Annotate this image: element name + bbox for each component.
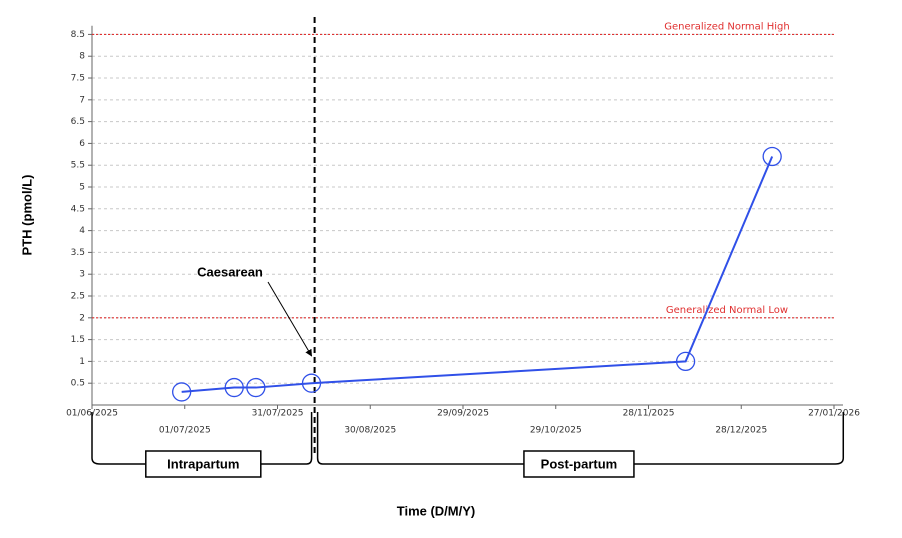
y-tick-label: 2.5 xyxy=(71,292,85,302)
y-axis-title: PTH (pmol/L) xyxy=(19,175,34,256)
phase-label: Intrapartum xyxy=(167,456,239,471)
y-tick-label: 8 xyxy=(79,52,85,62)
point xyxy=(224,377,244,398)
y-tick-label: 3.5 xyxy=(71,248,85,258)
x-axis-title: Time (D/M/Y) xyxy=(397,503,476,518)
y-tick-label: 6.5 xyxy=(71,117,85,127)
annotation-arrow xyxy=(267,281,313,357)
point xyxy=(762,146,782,167)
x-tick-label: 27/01/2026 xyxy=(808,409,860,419)
x-tick-label: 28/12/2025 xyxy=(715,426,767,436)
y-tick-label: 1 xyxy=(79,357,85,367)
point xyxy=(172,382,192,402)
y-tick-label: 6 xyxy=(79,139,85,149)
x-tick-label: 30/08/2025 xyxy=(344,426,396,436)
phase-label: Post-partum xyxy=(541,456,618,471)
x-tick-label: 31/07/2025 xyxy=(252,409,304,419)
annotation-label: Caesarean xyxy=(197,264,263,279)
y-tick-label: 5 xyxy=(79,183,85,193)
x-tick-label: 01/07/2025 xyxy=(159,426,211,436)
point xyxy=(675,351,696,372)
y-tick-label: 7 xyxy=(79,95,85,105)
y-tick-label: 7.5 xyxy=(71,74,85,84)
point xyxy=(301,373,322,393)
y-tick-label: 5.5 xyxy=(71,161,85,171)
x-tick-label: 29/09/2025 xyxy=(437,409,489,419)
y-tick-label: 2 xyxy=(79,313,85,323)
y-tick-label: 4.5 xyxy=(71,204,85,214)
y-tick-label: 0.5 xyxy=(71,379,85,389)
y-tick-label: 1.5 xyxy=(71,335,85,345)
point xyxy=(246,377,266,398)
reference-label: Generalized Normal High xyxy=(664,21,789,32)
reference-label: Generalized Normal Low xyxy=(666,305,788,316)
y-tick-label: 3 xyxy=(79,270,85,280)
phase-box xyxy=(145,450,262,478)
phase-box xyxy=(523,450,635,478)
x-tick-label: 28/11/2025 xyxy=(623,409,675,419)
x-tick-label: 29/10/2025 xyxy=(530,426,582,436)
y-tick-label: 8.5 xyxy=(71,30,85,40)
y-tick-label: 4 xyxy=(79,226,85,236)
